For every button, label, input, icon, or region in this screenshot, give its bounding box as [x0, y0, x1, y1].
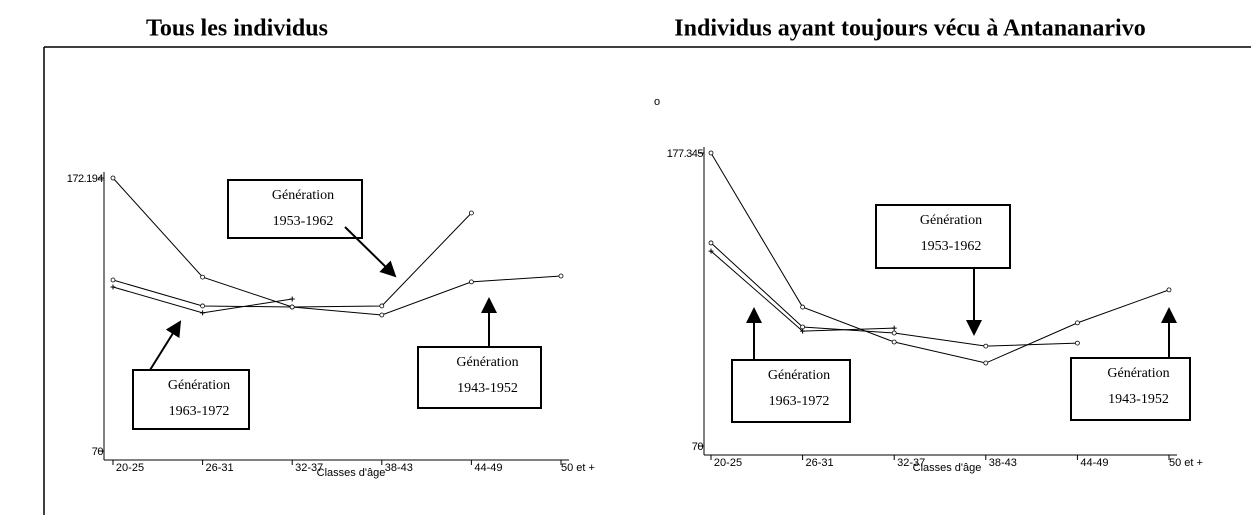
y-tick-label: 177.345	[667, 148, 704, 160]
annotation-box	[731, 359, 851, 423]
point	[110, 284, 116, 290]
point	[110, 277, 116, 283]
point	[800, 324, 805, 330]
annotation: Génération	[768, 368, 830, 383]
x-tick-label: 32-37	[897, 457, 925, 469]
x-tick-label: 50 et +	[561, 462, 595, 474]
annotation-box	[132, 369, 250, 430]
point	[468, 210, 474, 216]
y-tick-label: 70	[692, 441, 704, 453]
x-tick-label: 44-49	[1080, 457, 1108, 469]
x-axis-label: Classes d'âge	[317, 467, 386, 479]
annotation: Génération	[456, 355, 518, 370]
point	[891, 330, 897, 336]
x-axis-label: Classes d'âge	[913, 462, 982, 474]
series-line	[112, 275, 562, 316]
point	[708, 240, 714, 246]
x-tick-label: 20-25	[116, 462, 144, 474]
annotation: Génération	[272, 188, 334, 203]
x-tick-label: 26-31	[206, 462, 234, 474]
point	[708, 248, 714, 254]
point	[289, 304, 295, 310]
series-line	[710, 152, 1170, 364]
series-line	[710, 250, 895, 332]
annotation-arrow	[344, 226, 397, 278]
x-tick-label: 44-49	[474, 462, 502, 474]
y-tick-label: 172.194	[67, 173, 104, 185]
chart-title: Tous les individus	[146, 16, 328, 42]
point	[891, 339, 897, 345]
annotation: Génération	[168, 378, 230, 393]
x-tick-label: 32-37	[295, 462, 323, 474]
annotation-box	[1070, 357, 1191, 421]
x-tick-label: 20-25	[714, 457, 742, 469]
point	[200, 303, 206, 309]
point	[891, 325, 897, 331]
point	[558, 273, 564, 279]
annotation: o	[654, 96, 660, 108]
annotation-box	[875, 204, 1011, 269]
point	[1075, 340, 1080, 346]
point	[708, 150, 714, 156]
annotation: 1963-1972	[169, 404, 230, 419]
x-tick-label: 26-31	[806, 457, 834, 469]
annotation: Génération	[920, 213, 982, 228]
point	[983, 360, 989, 366]
point	[1166, 287, 1172, 293]
point	[800, 304, 805, 310]
x-tick-label: 38-43	[385, 462, 413, 474]
point	[379, 303, 385, 309]
point	[110, 175, 116, 181]
x-tick-label: 38-43	[989, 457, 1017, 469]
series-line	[112, 286, 293, 314]
point	[289, 296, 295, 302]
x-tick-label: 50 et +	[1169, 457, 1203, 469]
annotation: 1953-1962	[273, 214, 334, 229]
point	[468, 279, 474, 285]
point	[983, 343, 989, 349]
point	[800, 328, 806, 334]
annotation: 1943-1952	[457, 381, 518, 396]
annotation: 1963-1972	[769, 394, 830, 409]
annotation: 1943-1952	[1108, 392, 1169, 407]
annotation-box	[417, 346, 542, 409]
point	[200, 274, 206, 280]
chart-title: Individus ayant toujours vécu à Antanana…	[674, 16, 1145, 42]
annotation: Génération	[1107, 366, 1169, 381]
annotation-box	[227, 179, 363, 239]
point	[1075, 320, 1080, 326]
annotation-arrow	[149, 320, 182, 371]
point	[379, 312, 385, 318]
annotation: 1953-1962	[921, 239, 982, 254]
y-tick-label: 70	[92, 446, 104, 458]
point	[200, 310, 206, 316]
